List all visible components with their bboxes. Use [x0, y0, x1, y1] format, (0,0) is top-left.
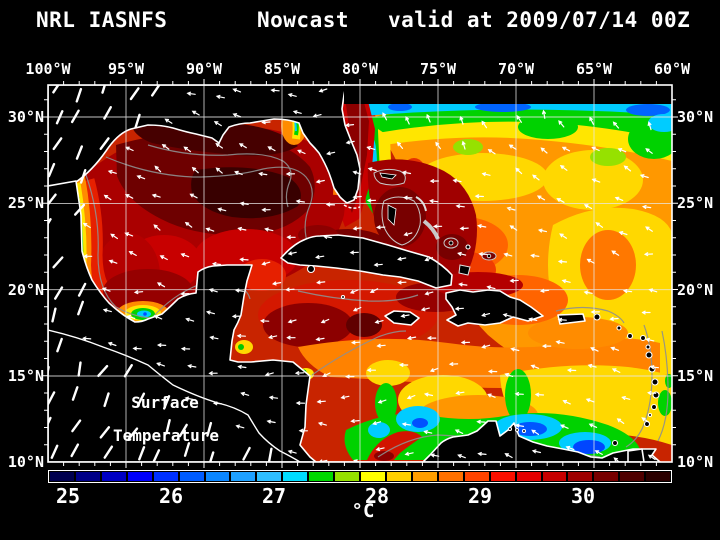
colorbar-cell: [101, 472, 126, 481]
graticule-layer: [48, 85, 672, 462]
lon-tick-label: 95°W: [107, 60, 145, 78]
colorbar-cell: [75, 472, 100, 481]
colorbar-tick-label: 28: [364, 484, 390, 508]
product-name: Nowcast: [257, 8, 350, 32]
lesser-antilles-islands: [306, 244, 660, 447]
colorbar-tick-label: 29: [467, 484, 493, 508]
lon-tick-label: 60°W: [653, 60, 691, 78]
valid-time: valid at 2009/07/14 00Z: [388, 8, 691, 32]
lat-tick-label: 20°N: [677, 280, 714, 299]
land-puerto-rico: [557, 313, 586, 325]
colorbar-tick-label: 26: [158, 484, 184, 508]
florida-keys: [343, 204, 361, 209]
lon-tick-label: 70°W: [497, 60, 535, 78]
colorbar-tick-label: 30: [570, 484, 596, 508]
axis-ticks: [42, 79, 678, 468]
colorbar-cell: [464, 472, 489, 481]
colorbar-cell: [594, 472, 619, 481]
lon-tick-label: 85°W: [263, 60, 301, 78]
lat-tick-label: 30°N: [677, 108, 714, 126]
land-mexico-central-south-america: [48, 180, 661, 462]
lat-tick-label: 20°N: [7, 280, 44, 299]
lat-tick-label: 25°N: [677, 194, 714, 213]
colorbar-cell: [179, 472, 204, 481]
map-annotation-line1: Surface: [131, 393, 199, 412]
colorbar-cell: [568, 472, 593, 481]
colorbar-cell: [335, 472, 360, 481]
lat-tick-label: 15°N: [677, 366, 714, 385]
colorbar-cell: [153, 472, 178, 481]
lat-tick-label: 25°N: [7, 194, 44, 213]
colorbar-cell: [542, 472, 567, 481]
lon-tick-label: 65°W: [575, 60, 613, 78]
lat-tick-label: 15°N: [7, 366, 44, 385]
no-data-strip: [344, 85, 672, 104]
colorbar-cell: [127, 472, 152, 481]
lon-tick-label: 80°W: [341, 60, 379, 78]
colorbar-cell: [438, 472, 463, 481]
colorbar-cell: [490, 472, 515, 481]
lat-tick-label: 30°N: [7, 108, 44, 126]
land-hispaniola: [445, 289, 544, 327]
colorbar-tick-label: 25: [55, 484, 81, 508]
land-cuba: [280, 234, 453, 289]
colorbar-cell: [412, 472, 437, 481]
colorbar-cell: [231, 472, 256, 481]
colorbar-cell: [516, 472, 541, 481]
colorbar-unit: °C: [351, 500, 375, 522]
land-jamaica: [384, 310, 420, 326]
colorbar-tick-label: 27: [261, 484, 287, 508]
model-name: NRL IASNFS: [36, 8, 168, 32]
colorbar-cell: [257, 472, 282, 481]
lon-tick-label: 90°W: [185, 60, 223, 78]
colorbar-cell: [386, 472, 411, 481]
land-trinidad: [627, 448, 645, 462]
map-annotation-line2: Temperature: [113, 426, 219, 445]
colorbar-cell: [620, 472, 645, 481]
colorbar-cell: [309, 472, 334, 481]
colorbar-cell: [646, 472, 671, 481]
lat-tick-label: 10°N: [7, 453, 44, 471]
lat-tick-label: 10°N: [677, 453, 714, 471]
bahama-banks-layer: [373, 168, 497, 276]
colorbar-cell: [205, 472, 230, 481]
colorbar-cell: [50, 472, 74, 481]
lon-tick-label: 100°W: [25, 60, 71, 78]
colorbar-cell: [283, 472, 308, 481]
colorbar-cell: [361, 472, 385, 481]
lon-tick-label: 75°W: [419, 60, 457, 78]
colorbar: [48, 470, 672, 483]
wind-vectors-layer: [48, 85, 659, 462]
